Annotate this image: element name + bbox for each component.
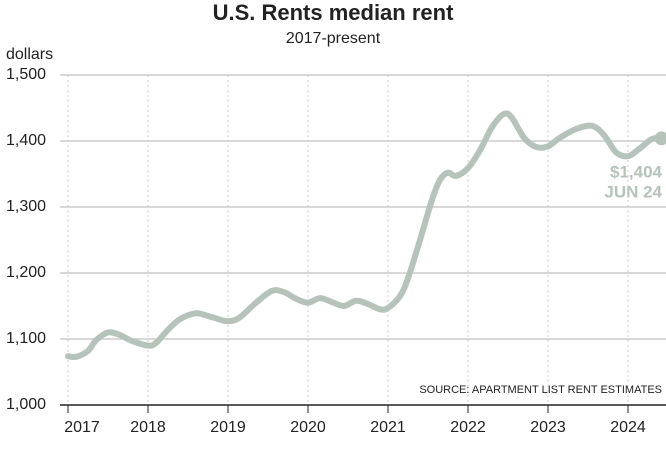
x-tick-label: 2023 <box>530 419 566 436</box>
x-tick-label: 2021 <box>370 419 406 436</box>
chart-title: U.S. Rents median rent <box>213 0 455 25</box>
annotation: $1,404 <box>610 162 663 181</box>
y-tick-label: 1,200 <box>6 264 46 281</box>
end-point <box>654 131 666 146</box>
line <box>65 110 665 361</box>
y-tick-label: 1,000 <box>6 396 46 413</box>
x-tick-label: 2024 <box>610 419 646 436</box>
x-tick-label: 2020 <box>290 419 326 436</box>
x-tick-label: 2018 <box>130 419 166 436</box>
x-tick-label: 2017 <box>64 419 100 436</box>
x-tick-label: 2022 <box>450 419 486 436</box>
y-tick-label: 1,400 <box>6 132 46 149</box>
y-axis-label: dollars <box>6 46 53 63</box>
y-tick-label: 1,100 <box>6 330 46 347</box>
chart-subtitle: 2017-present <box>286 30 381 47</box>
source: SOURCE: APARTMENT LIST RENT ESTIMATES <box>419 384 662 396</box>
x-tick-label: 2019 <box>210 419 246 436</box>
y-tick-label: 1,300 <box>6 198 46 215</box>
annotation: JUN 24 <box>604 182 662 201</box>
y-tick-label: 1,500 <box>6 66 46 83</box>
